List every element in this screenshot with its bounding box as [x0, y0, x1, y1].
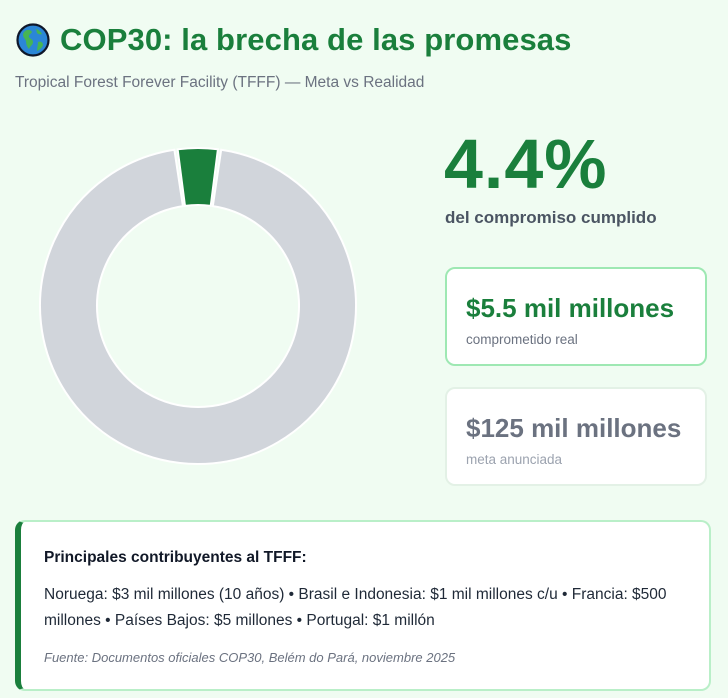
source-note: Fuente: Documentos oficiales COP30, Belé…: [44, 650, 456, 665]
donut-slice-remaining: [39, 148, 357, 465]
announced-goal-label: meta anunciada: [466, 452, 563, 467]
announced-goal-card: $125 mil millones meta anunciada: [445, 387, 707, 486]
page-title: COP30: la brecha de las promesas: [60, 22, 572, 57]
percent-caption: del compromiso cumplido: [445, 208, 657, 227]
page-subtitle: Tropical Forest Forever Facility (TFFF) …: [15, 74, 425, 91]
contributors-box: Principales contribuyentes al TFFF: Noru…: [15, 520, 711, 691]
real-commitment-amount: $5.5 mil millones: [466, 293, 675, 323]
percent-fulfilled: 4.4%: [444, 125, 608, 203]
donut-chart: [39, 147, 357, 465]
announced-goal-amount: $125 mil millones: [466, 413, 682, 443]
donut-slice-real: [176, 147, 220, 207]
globe-americas-icon: [16, 23, 50, 57]
header: COP30: la brecha de las promesas: [16, 22, 572, 58]
contributors-title: Principales contribuyentes al TFFF:: [44, 549, 307, 566]
real-commitment-label: comprometido real: [466, 332, 578, 347]
real-commitment-card: $5.5 mil millones comprometido real: [445, 267, 707, 366]
contributors-list: Noruega: $3 mil millones (10 años) • Bra…: [44, 586, 667, 629]
